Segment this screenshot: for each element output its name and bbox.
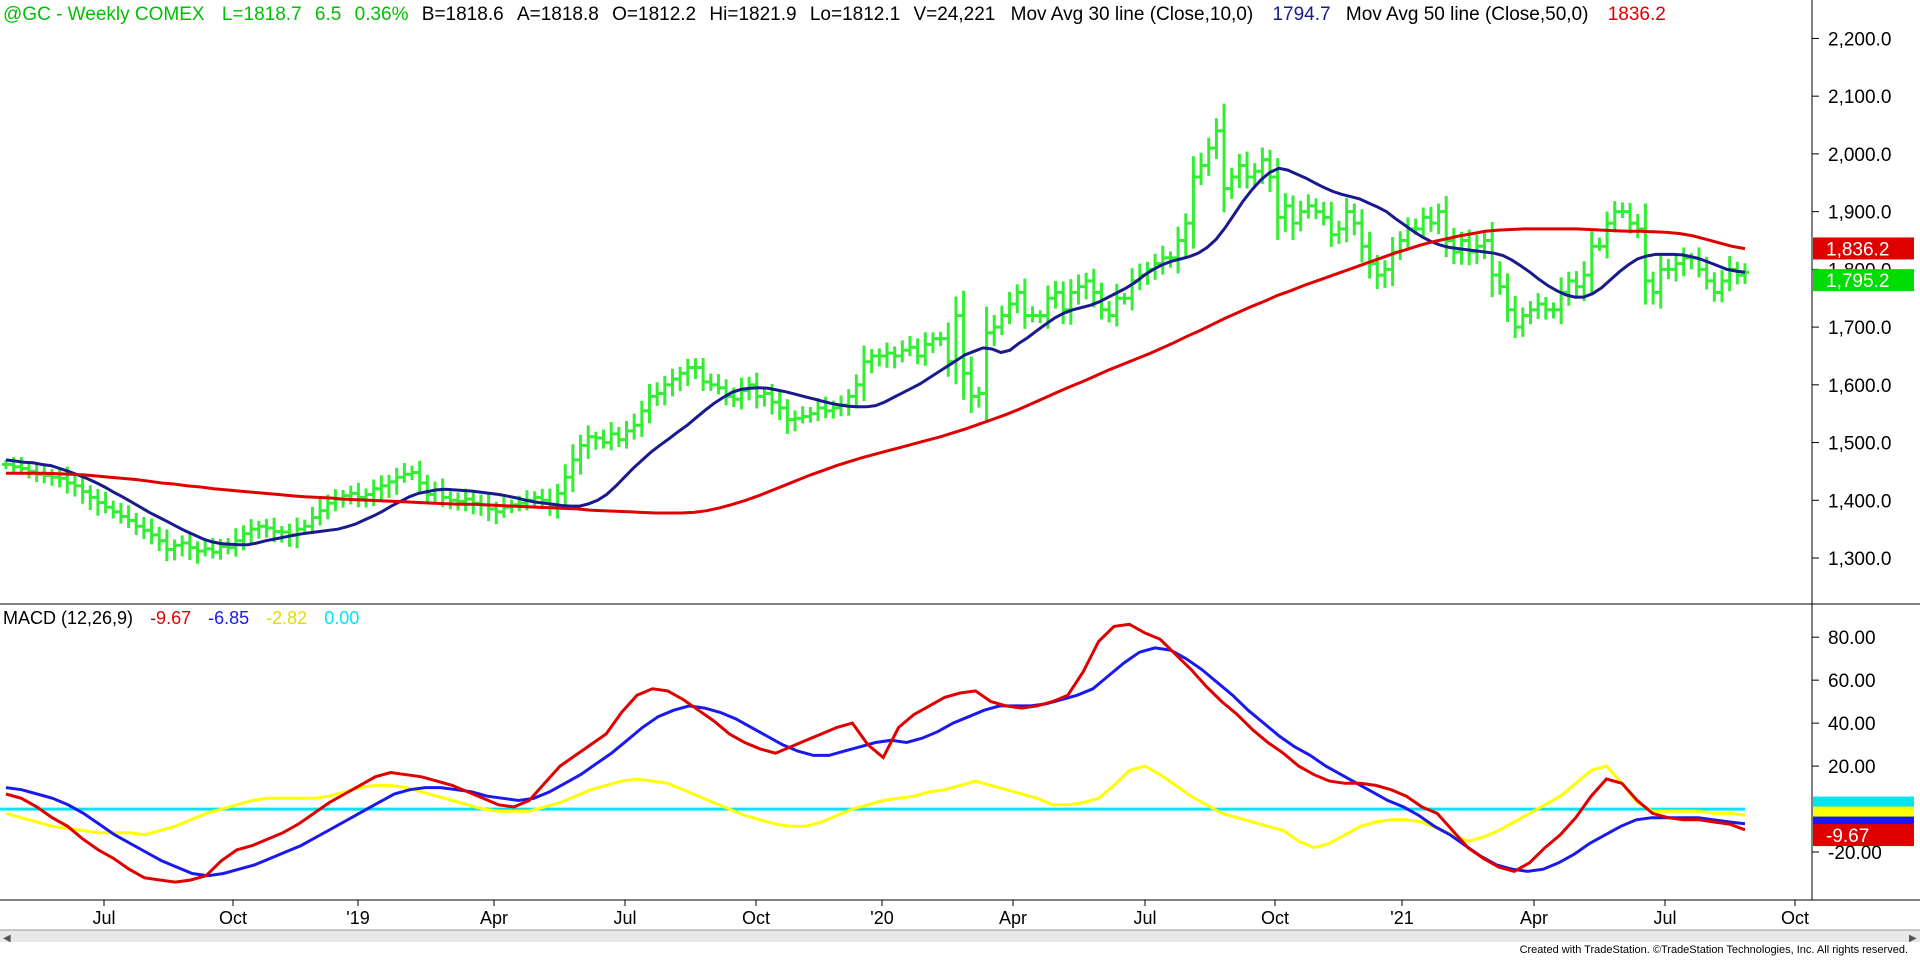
x-tick-label: '19 xyxy=(346,908,369,928)
x-tick-label: Oct xyxy=(1261,908,1289,928)
price-tick-label: 2,100.0 xyxy=(1828,87,1891,108)
price-tag-label: 1,836.2 xyxy=(1826,239,1889,260)
x-tick-label: Oct xyxy=(219,908,247,928)
price-tick-label: 1,400.0 xyxy=(1828,491,1891,512)
x-tick-label: '21 xyxy=(1390,908,1413,928)
x-tick-label: Oct xyxy=(742,908,770,928)
volume: V=24,221 xyxy=(913,4,996,25)
x-axis: Jul Oct '19 Apr Jul Oct '20 Apr Jul Oct '21 Apr Jul O… xyxy=(92,900,1809,928)
scroll-left-arrow: ◀ xyxy=(3,933,11,944)
ma50-line xyxy=(6,227,1746,515)
macd-zero-value: 0.00 xyxy=(324,608,360,628)
open: O=1812.2 xyxy=(612,4,697,25)
scroll-right-arrow: ▶ xyxy=(1909,933,1917,944)
macd-value-tag xyxy=(1813,796,1914,810)
x-tick-label: Jul xyxy=(1653,908,1676,928)
macd-tick-label: -20.00 xyxy=(1828,843,1882,864)
price-tick-label: 2,000.0 xyxy=(1828,145,1891,166)
change-pct: 0.36% xyxy=(354,4,409,25)
x-tick-label: Apr xyxy=(999,908,1027,928)
macd-pane xyxy=(0,622,1746,884)
macd-series-line xyxy=(5,764,1746,850)
macd-series-line xyxy=(5,646,1746,878)
macd-title: MACD (12,26,9) xyxy=(3,608,134,628)
macd-signal-value: -6.85 xyxy=(208,608,250,628)
price-tick-label: 1,600.0 xyxy=(1828,376,1891,397)
macd-series-line xyxy=(5,622,1746,884)
price-pane xyxy=(2,103,1749,564)
price-tick-label: 1,500.0 xyxy=(1828,434,1891,455)
last-price: L=1818.7 xyxy=(221,4,302,25)
macd-value: -9.67 xyxy=(150,608,192,628)
x-tick-label: Apr xyxy=(1520,908,1548,928)
change: 6.5 xyxy=(314,4,342,25)
y-axis-macd: 80.00 60.00 40.00 20.00 -20.00-9.67 xyxy=(1812,628,1914,864)
price-tick-label: 1,300.0 xyxy=(1828,549,1891,570)
price-tick-label: 1,700.0 xyxy=(1828,318,1891,339)
ma30-label: Mov Avg 30 line (Close,10,0) xyxy=(1010,4,1254,25)
price-tag xyxy=(1813,237,1914,260)
x-tick-label: Jul xyxy=(613,908,636,928)
macd-tick-label: 20.00 xyxy=(1828,757,1876,778)
x-tick-label: '20 xyxy=(870,908,893,928)
ma10-line xyxy=(5,166,1746,547)
price-tag xyxy=(1813,269,1914,292)
low: Lo=1812.1 xyxy=(809,4,901,25)
price-header: @GC - Weekly COMEX L=1818.7 6.5 0.36% B=… xyxy=(3,4,1666,26)
footer-credit: Created with TradeStation. ©TradeStation… xyxy=(1519,944,1908,956)
y-axis-price: 2,200.02,100.02,000.01,900.01,800.01,700… xyxy=(1812,29,1914,570)
ma50-value: 1836.2 xyxy=(1607,4,1666,25)
ma30-value: 1794.7 xyxy=(1272,4,1331,25)
ask: A=1818.8 xyxy=(516,4,599,25)
x-tick-label: Oct xyxy=(1781,908,1809,928)
macd-hist-value: -2.82 xyxy=(266,608,308,628)
macd-tick-label: 40.00 xyxy=(1828,714,1876,735)
ma50-label: Mov Avg 50 line (Close,50,0) xyxy=(1345,4,1589,25)
macd-value-tag xyxy=(1813,806,1914,820)
x-tick-label: Jul xyxy=(1133,908,1156,928)
price-tag-label: 1,795.2 xyxy=(1826,271,1889,292)
macd-value-tag-label: -9.67 xyxy=(1826,826,1869,847)
scrollbar-track xyxy=(0,930,1920,942)
macd-tick-label: 60.00 xyxy=(1828,671,1876,692)
x-tick-label: Jul xyxy=(92,908,115,928)
macd-header: MACD (12,26,9) -9.67 -6.85 -2.82 0.00 xyxy=(3,607,359,629)
high: Hi=1821.9 xyxy=(709,4,797,25)
x-tick-label: Apr xyxy=(480,908,508,928)
bid: B=1818.6 xyxy=(421,4,504,25)
symbol-label: @GC - Weekly COMEX xyxy=(3,4,205,25)
macd-value-tag xyxy=(1813,824,1914,847)
price-tick-label: 1,900.0 xyxy=(1828,203,1891,224)
macd-tick-label: 80.00 xyxy=(1828,628,1876,649)
price-tick-label: 2,200.0 xyxy=(1828,29,1891,50)
